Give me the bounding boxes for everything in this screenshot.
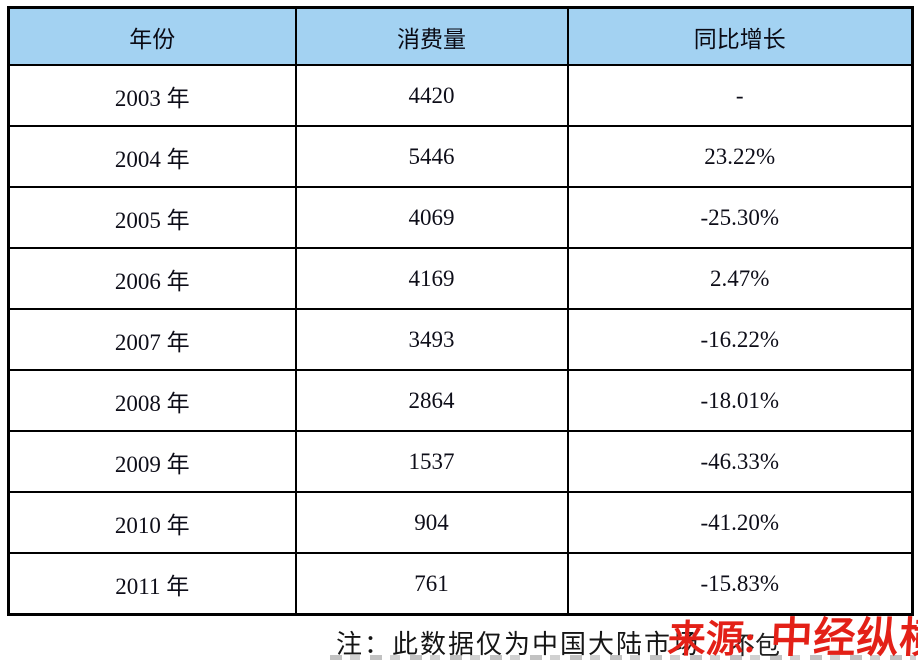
table-row: 2009 年 1537 -46.33% <box>7 430 914 493</box>
cell-growth: -25.30% <box>566 186 914 249</box>
cell-growth: - <box>566 64 914 127</box>
table-row: 2004 年 5446 23.22% <box>7 125 914 188</box>
cell-consumption: 4069 <box>294 186 569 249</box>
table-row: 2006 年 4169 2.47% <box>7 247 914 310</box>
cell-year: 2008 年 <box>7 369 297 432</box>
cell-growth: -18.01% <box>566 369 914 432</box>
cell-consumption: 1537 <box>294 430 569 493</box>
cell-year: 2006 年 <box>7 247 297 310</box>
cell-growth: -16.22% <box>566 308 914 371</box>
cell-year: 2003 年 <box>7 64 297 127</box>
cell-consumption: 4169 <box>294 247 569 310</box>
header-year: 年份 <box>7 6 297 66</box>
clipped-text-line <box>330 655 916 660</box>
cell-year: 2009 年 <box>7 430 297 493</box>
table-row: 2007 年 3493 -16.22% <box>7 308 914 371</box>
table-row: 2011 年 761 -15.83% <box>7 552 914 616</box>
table-header-row: 年份 消费量 同比增长 <box>7 6 914 66</box>
table-row: 2003 年 4420 - <box>7 64 914 127</box>
cell-growth: -15.83% <box>566 552 914 616</box>
cell-year: 2005 年 <box>7 186 297 249</box>
cell-year: 2010 年 <box>7 491 297 554</box>
cell-consumption: 904 <box>294 491 569 554</box>
cell-year: 2004 年 <box>7 125 297 188</box>
cell-consumption: 5446 <box>294 125 569 188</box>
watermark-source-label: 来源: <box>666 619 758 660</box>
cell-growth: -46.33% <box>566 430 914 493</box>
cell-consumption: 3493 <box>294 308 569 371</box>
table-row: 2005 年 4069 -25.30% <box>7 186 914 249</box>
header-growth: 同比增长 <box>566 6 914 66</box>
cell-growth: 2.47% <box>566 247 914 310</box>
consumption-table: 年份 消费量 同比增长 2003 年 4420 - 2004 年 5446 23… <box>7 6 914 616</box>
cell-year: 2011 年 <box>7 552 297 616</box>
cell-growth: -41.20% <box>566 491 914 554</box>
cell-consumption: 4420 <box>294 64 569 127</box>
source-watermark: 来源: 中经纵横 <box>666 604 918 660</box>
cell-consumption: 761 <box>294 552 569 616</box>
cell-year: 2007 年 <box>7 308 297 371</box>
cell-consumption: 2864 <box>294 369 569 432</box>
table-row: 2010 年 904 -41.20% <box>7 491 914 554</box>
footnote-text: 注：此数据仅为中国大陆市场 <box>336 630 701 659</box>
watermark-source-name: 中经纵横 <box>769 616 918 660</box>
header-consumption: 消费量 <box>294 6 569 66</box>
cell-growth: 23.22% <box>566 125 914 188</box>
table-row: 2008 年 2864 -18.01% <box>7 369 914 432</box>
footnote-obscured-fragment: 不包 <box>730 633 781 660</box>
